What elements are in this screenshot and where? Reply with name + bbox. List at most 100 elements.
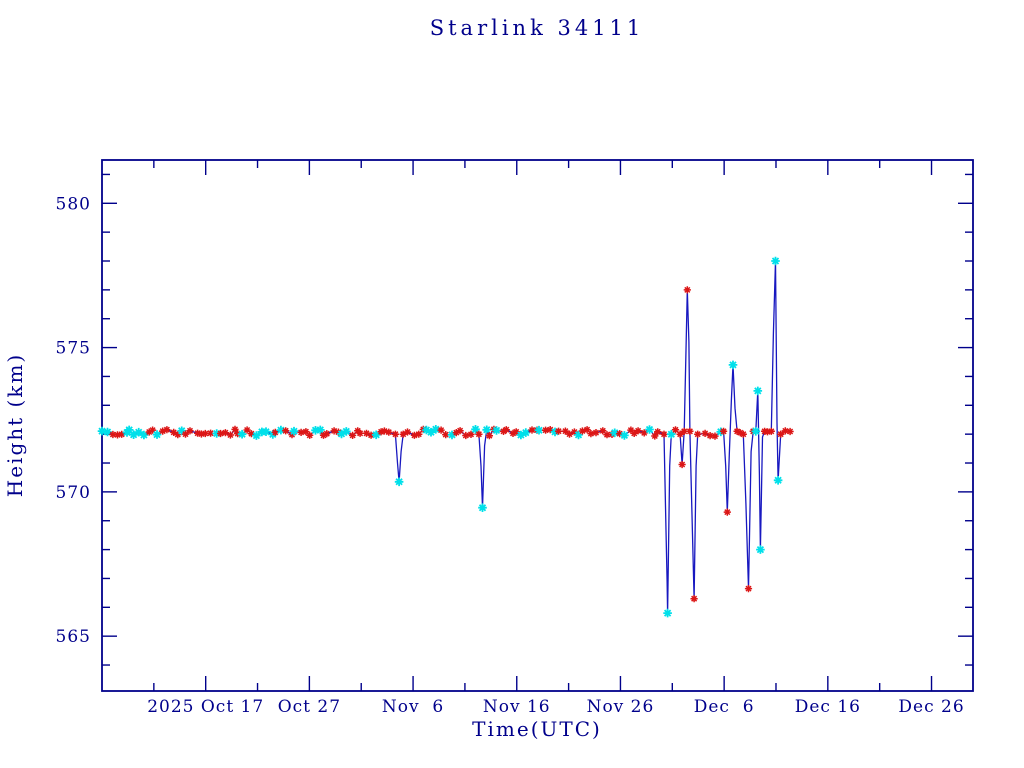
red-asterisk-marker (723, 508, 731, 516)
y-axis-title: Height (km) (3, 352, 27, 498)
red-asterisk-marker (174, 431, 182, 439)
cyan-asterisk-marker (97, 426, 107, 436)
red-asterisk-marker (437, 426, 445, 434)
red-asterisk-marker (565, 430, 574, 438)
red-asterisk-marker (356, 429, 364, 437)
red-asterisk-marker (546, 426, 554, 434)
plot-border (101, 159, 974, 692)
red-asterisk-marker (490, 425, 498, 433)
red-asterisk-marker (226, 431, 234, 439)
cyan-asterisk-marker (751, 426, 761, 436)
red-asterisk-marker (159, 427, 167, 435)
cyan-asterisk-marker (129, 430, 138, 440)
cyan-asterisk-marker (237, 429, 247, 439)
red-asterisk-marker (502, 426, 510, 434)
red-asterisk-marker (676, 430, 684, 438)
cyan-asterisk-marker (426, 427, 436, 437)
cyan-asterisk-marker (289, 426, 299, 436)
red-asterisk-marker (781, 427, 789, 435)
x-tick-label: Nov 6 (382, 697, 444, 717)
cyan-asterisk-marker (311, 425, 320, 435)
red-asterisk-marker (512, 428, 520, 436)
cyan-asterisk-marker (276, 425, 286, 435)
red-asterisk-marker (234, 430, 242, 438)
red-asterisk-marker (415, 430, 423, 438)
red-asterisk-marker (442, 431, 450, 439)
cyan-asterisk-marker (371, 430, 381, 440)
y-tick-label: 565 (56, 627, 91, 647)
red-asterisk-marker (362, 429, 371, 437)
cyan-asterisk-marker (521, 428, 531, 437)
cyan-asterisk-marker (645, 425, 654, 434)
y-tick-label: 580 (56, 194, 91, 214)
red-asterisk-marker (744, 584, 753, 593)
red-asterisk-marker (201, 429, 209, 438)
cyan-asterisk-marker (124, 425, 134, 435)
red-asterisk-marker (694, 430, 702, 438)
cyan-asterisk-marker (773, 475, 783, 485)
cyan-asterisk-marker (422, 425, 431, 435)
x-tick-label: Nov 26 (587, 697, 655, 717)
red-asterisk-marker (736, 429, 744, 437)
red-asterisk-marker (654, 428, 662, 436)
cyan-asterisk-marker (492, 426, 501, 435)
cyan-asterisk-marker (478, 503, 487, 513)
y-tick-label: 570 (56, 483, 91, 503)
red-asterisk-marker (583, 426, 591, 434)
cyan-asterisk-marker (394, 477, 404, 487)
red-asterisk-marker (485, 432, 493, 440)
red-asterisk-marker (499, 427, 508, 435)
cyan-asterisk-marker (447, 430, 457, 440)
cyan-asterisk-marker (753, 386, 763, 396)
red-asterisk-marker (118, 430, 126, 438)
red-asterisk-marker (701, 429, 709, 437)
red-asterisk-marker (570, 428, 579, 436)
red-asterisk-marker (217, 429, 225, 438)
red-asterisk-marker (763, 428, 772, 436)
red-asterisk-marker (288, 431, 296, 439)
cyan-asterisk-marker (103, 427, 112, 437)
x-tick-label: Oct 27 (278, 697, 341, 717)
x-tick-label: Dec 26 (898, 697, 964, 717)
red-asterisk-marker (651, 432, 659, 440)
x-tick-label: Nov 16 (483, 697, 551, 717)
cyan-asterisk-marker (337, 429, 346, 439)
red-asterisk-marker (330, 427, 338, 435)
red-asterisk-marker (181, 430, 190, 438)
red-asterisk-marker (640, 429, 648, 437)
red-asterisk-marker (616, 430, 624, 438)
red-asterisk-marker (145, 428, 153, 436)
red-asterisk-marker (306, 431, 314, 439)
red-asterisk-marker (467, 430, 475, 438)
red-asterisk-marker (599, 427, 607, 435)
red-asterisk-marker (323, 430, 331, 438)
red-asterisk-marker (786, 427, 794, 436)
red-asterisk-marker (777, 430, 785, 438)
red-asterisk-marker (634, 427, 642, 435)
red-asterisk-marker (528, 426, 536, 434)
cyan-asterisk-marker (771, 256, 780, 266)
cyan-asterisk-marker (534, 425, 544, 435)
cyan-asterisk-marker (177, 426, 186, 436)
red-asterisk-marker (385, 428, 393, 436)
red-asterisk-marker (678, 460, 686, 469)
red-asterisk-marker (683, 286, 691, 294)
cyan-asterisk-marker (756, 545, 765, 554)
red-asterisk-marker (739, 430, 747, 438)
red-asterisk-marker (207, 429, 215, 437)
cyan-asterisk-marker (431, 424, 441, 434)
red-asterisk-marker (711, 432, 719, 440)
red-asterisk-marker (334, 428, 342, 436)
red-asterisk-marker (391, 430, 399, 438)
red-asterisk-marker (686, 427, 694, 435)
red-asterisk-marker (231, 425, 239, 433)
red-asterisk-marker (247, 430, 255, 438)
red-asterisk-marker (302, 428, 310, 436)
red-asterisk-marker (271, 428, 279, 436)
red-asterisk-marker (367, 431, 375, 439)
cyan-asterisk-marker (252, 431, 261, 440)
red-asterisk-marker (660, 430, 668, 438)
cyan-asterisk-marker (574, 430, 583, 440)
